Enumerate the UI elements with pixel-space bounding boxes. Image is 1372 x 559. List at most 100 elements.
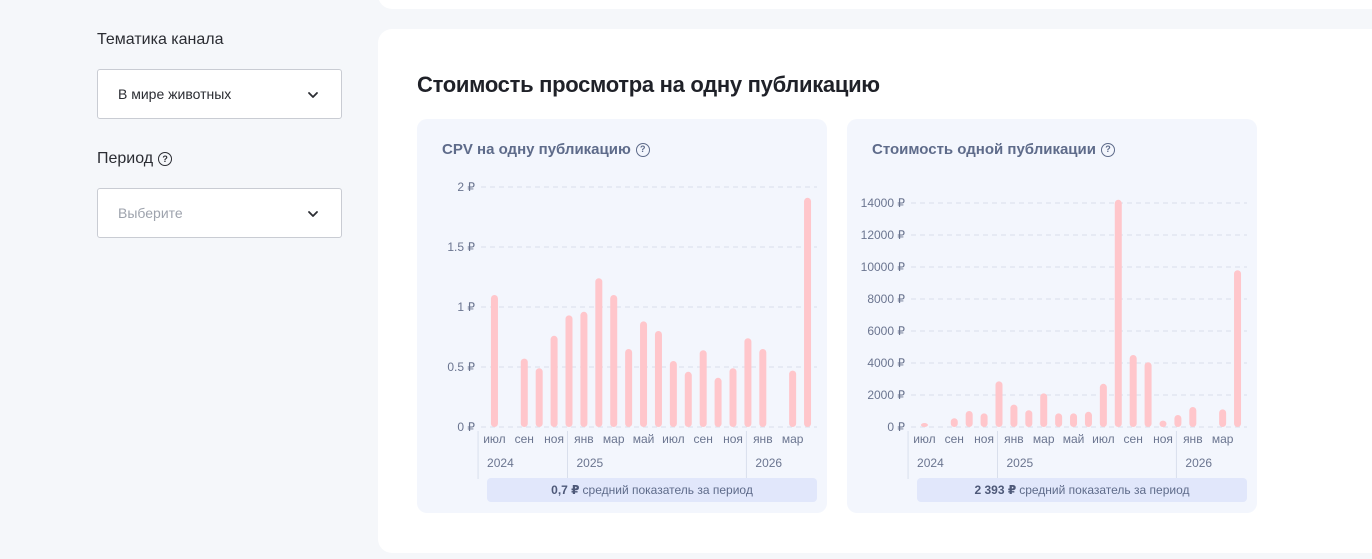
x-tick-label: сен bbox=[515, 432, 534, 446]
cpv-average-value: 0,7 ₽ bbox=[551, 483, 580, 497]
cpv-average-text: средний показатель за период bbox=[582, 483, 753, 497]
y-tick-label: 12000 ₽ bbox=[861, 228, 906, 242]
bar[interactable] bbox=[669, 361, 677, 427]
bar[interactable] bbox=[490, 295, 498, 427]
y-tick-label: 4000 ₽ bbox=[867, 356, 905, 370]
bar[interactable] bbox=[980, 413, 988, 427]
cpv-chart: 0 ₽0.5 ₽1 ₽1.5 ₽2 ₽июл сен ноя янв мар май июл… bbox=[447, 180, 817, 479]
y-tick-label: 10000 ₽ bbox=[861, 260, 906, 274]
y-tick-label: 0.5 ₽ bbox=[447, 360, 475, 374]
bar[interactable] bbox=[595, 278, 603, 427]
bar[interactable] bbox=[1010, 404, 1018, 427]
period-label: Период ? bbox=[97, 150, 173, 168]
bar[interactable] bbox=[610, 295, 618, 427]
cpv-chart-title-text: CPV на одну публикацию bbox=[442, 141, 631, 158]
bar[interactable] bbox=[1234, 270, 1242, 427]
bar[interactable] bbox=[699, 350, 707, 427]
bar[interactable] bbox=[1084, 411, 1092, 427]
y-tick-label: 14000 ₽ bbox=[861, 196, 906, 210]
x-tick-label: сен bbox=[694, 432, 713, 446]
cpv-chart-card: 0 ₽0.5 ₽1 ₽1.5 ₽2 ₽ июл сен ноя янв мар май июл… bbox=[417, 119, 827, 513]
bar[interactable] bbox=[1144, 362, 1152, 427]
bar[interactable] bbox=[550, 335, 558, 427]
x-tick-label: июл bbox=[483, 432, 505, 446]
bar[interactable] bbox=[744, 338, 752, 427]
year-label: 2024 bbox=[917, 456, 944, 470]
publication-cost-average-value: 2 393 ₽ bbox=[974, 483, 1017, 497]
bar[interactable] bbox=[625, 349, 633, 427]
bar[interactable] bbox=[1189, 407, 1197, 427]
y-tick-label: 2000 ₽ bbox=[867, 388, 905, 402]
publication-cost-chart-title: Стоимость одной публикации ? bbox=[872, 141, 1115, 158]
bar[interactable] bbox=[1174, 415, 1182, 427]
cpv-chart-title: CPV на одну публикацию ? bbox=[442, 141, 650, 158]
question-icon[interactable]: ? bbox=[158, 152, 173, 166]
bar[interactable] bbox=[1070, 413, 1078, 427]
x-tick-label: май bbox=[1063, 432, 1085, 446]
y-tick-label: 0 ₽ bbox=[457, 420, 475, 434]
chevron-down-icon bbox=[308, 211, 318, 217]
chevron-down-icon bbox=[308, 92, 318, 98]
bar[interactable] bbox=[1040, 393, 1048, 427]
bar[interactable] bbox=[640, 321, 648, 427]
cpv-section-card: Стоимость просмотра на одну публикацию 0… bbox=[378, 29, 1372, 553]
question-icon[interactable]: ? bbox=[1100, 142, 1115, 157]
bar[interactable] bbox=[714, 377, 722, 427]
x-tick-label: май bbox=[633, 432, 655, 446]
x-tick-label: янв bbox=[574, 432, 594, 446]
bar[interactable] bbox=[1099, 383, 1107, 427]
x-tick-label: мар bbox=[1033, 432, 1055, 446]
x-tick-label: мар bbox=[1212, 432, 1234, 446]
year-label: 2024 bbox=[487, 456, 514, 470]
x-tick-label: мар bbox=[782, 432, 804, 446]
period-label-text: Период bbox=[97, 150, 154, 167]
bar[interactable] bbox=[1219, 409, 1227, 427]
period-select-placeholder: Выберите bbox=[118, 205, 183, 221]
previous-card bbox=[378, 0, 1372, 9]
period-select[interactable]: Выберите bbox=[97, 188, 342, 238]
publication-cost-average-badge: 2 393 ₽ средний показатель за период bbox=[917, 478, 1247, 502]
bar[interactable] bbox=[1055, 413, 1063, 427]
y-tick-label: 0 ₽ bbox=[887, 420, 905, 434]
x-tick-label: мар bbox=[603, 432, 625, 446]
publication-cost-chart-card: 0 ₽ 2000 ₽ 4000 ₽ 6000 ₽ 8000 ₽ 10000 ₽ 12000 … bbox=[847, 119, 1257, 513]
bar[interactable] bbox=[1129, 355, 1137, 427]
cpv-average-badge: 0,7 ₽ средний показатель за период bbox=[487, 478, 817, 502]
x-tick-label: сен bbox=[945, 432, 964, 446]
bar[interactable] bbox=[1025, 410, 1033, 427]
topic-label: Тематика канала bbox=[97, 31, 224, 49]
x-tick-label: ноя bbox=[1153, 432, 1173, 446]
x-tick-label: янв bbox=[753, 432, 773, 446]
bar[interactable] bbox=[920, 423, 928, 427]
bar[interactable] bbox=[1159, 420, 1167, 427]
bar[interactable] bbox=[729, 368, 737, 427]
topic-label-text: Тематика канала bbox=[97, 31, 224, 48]
y-tick-label: 6000 ₽ bbox=[867, 324, 905, 338]
x-tick-label: ноя bbox=[974, 432, 994, 446]
bar[interactable] bbox=[535, 368, 543, 427]
bar[interactable] bbox=[520, 358, 528, 427]
bar[interactable] bbox=[684, 371, 692, 427]
bar[interactable] bbox=[580, 311, 588, 427]
bar[interactable] bbox=[789, 370, 797, 427]
topic-select[interactable]: В мире животных bbox=[97, 69, 342, 119]
y-tick-label: 1.5 ₽ bbox=[447, 240, 475, 254]
bar[interactable] bbox=[995, 381, 1003, 427]
question-icon[interactable]: ? bbox=[635, 142, 650, 157]
bar[interactable] bbox=[965, 411, 973, 427]
y-tick-label: 1 ₽ bbox=[457, 300, 475, 314]
bar[interactable] bbox=[565, 315, 573, 427]
topic-select-value: В мире животных bbox=[118, 86, 232, 102]
x-tick-label: июл bbox=[1092, 432, 1114, 446]
publication-cost-chart-title-text: Стоимость одной публикации bbox=[872, 141, 1096, 158]
x-tick-label: янв bbox=[1183, 432, 1203, 446]
bar[interactable] bbox=[1114, 199, 1122, 427]
section-title: Стоимость просмотра на одну публикацию bbox=[417, 72, 880, 97]
bar[interactable] bbox=[950, 418, 958, 427]
x-tick-label: ноя bbox=[723, 432, 743, 446]
bar[interactable] bbox=[759, 349, 767, 427]
bar[interactable] bbox=[654, 331, 662, 427]
bar[interactable] bbox=[804, 197, 812, 427]
publication-cost-chart: 0 ₽ 2000 ₽ 4000 ₽ 6000 ₽ 8000 ₽ 10000 ₽ 12000 … bbox=[861, 196, 1247, 479]
x-tick-label: июл bbox=[913, 432, 935, 446]
